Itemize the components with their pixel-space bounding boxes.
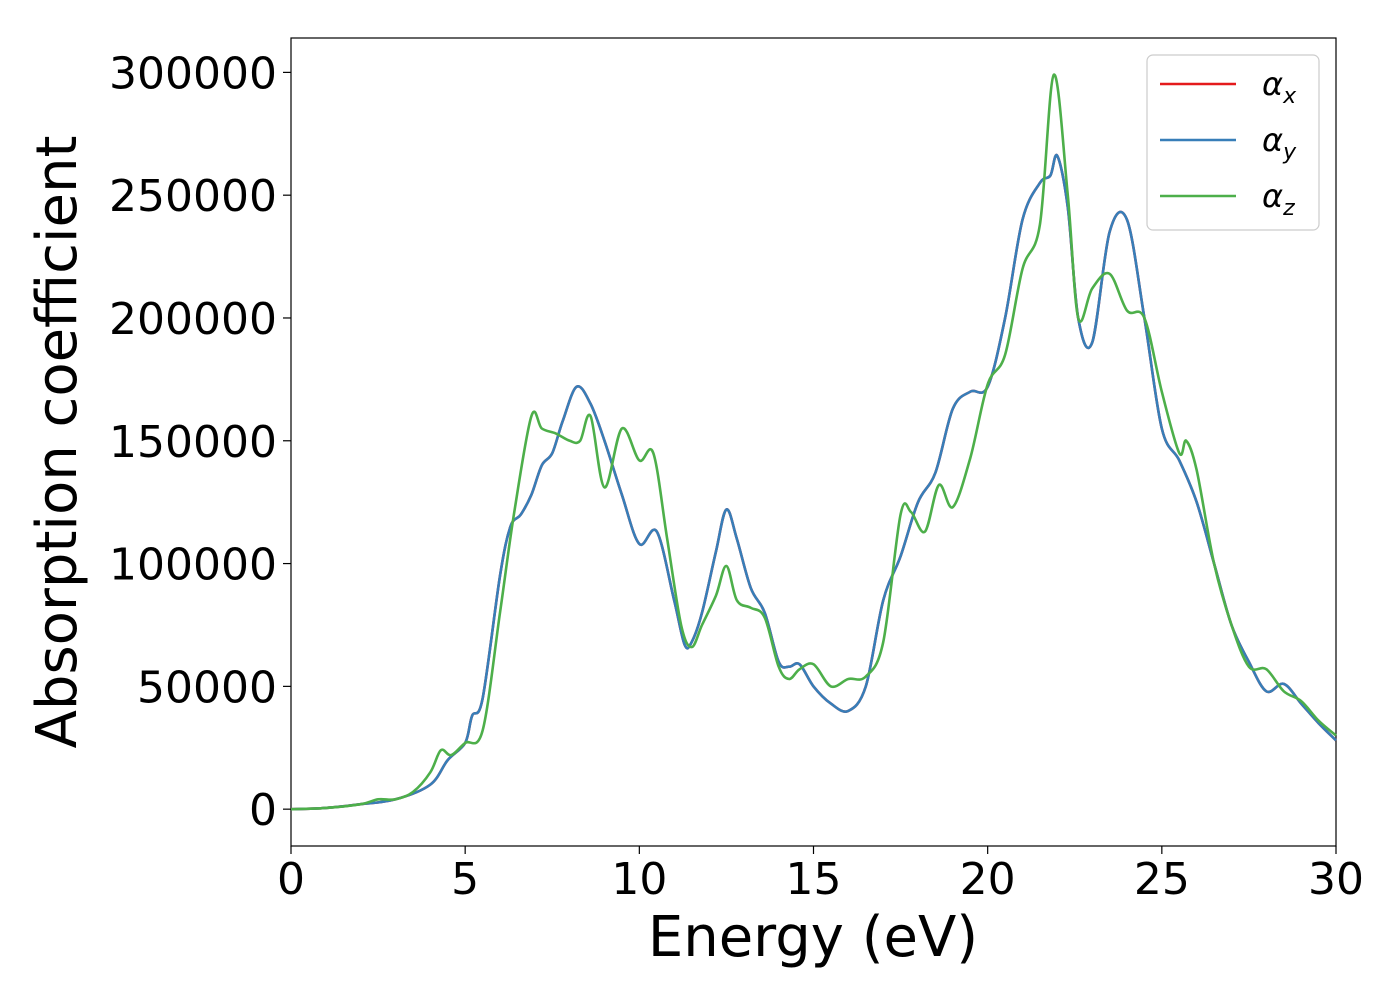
legend-box	[1146, 54, 1320, 231]
series-line-z	[290, 73, 1337, 811]
x-axis-title: Energy (eV)	[648, 905, 978, 970]
x-tick-label: 30	[1308, 854, 1364, 905]
y-tick-label: 250000	[109, 171, 277, 222]
y-tick-label: 0	[249, 785, 277, 836]
y-tick-label: 150000	[109, 417, 277, 468]
series-lines	[290, 73, 1337, 811]
series-line-y	[290, 153, 1337, 811]
x-tick-label: 10	[611, 854, 667, 905]
y-tick-label: 50000	[137, 662, 277, 713]
x-tick-label: 20	[960, 854, 1016, 905]
y-tick-label: 200000	[109, 294, 277, 345]
y-tick-label: 100000	[109, 540, 277, 591]
x-tick-label: 0	[277, 854, 305, 905]
legend-label-z: αz	[1262, 177, 1295, 221]
y-tick-label: 300000	[109, 48, 277, 99]
legend-label-x: αx	[1262, 65, 1297, 109]
series-line-x	[290, 153, 1337, 811]
legend-label-y: αy	[1262, 121, 1297, 165]
x-axis-ticks: 0 5 10 15 20 25 30	[277, 846, 1364, 905]
x-tick-label: 25	[1134, 854, 1190, 905]
x-tick-label: 15	[786, 854, 842, 905]
legend: αx αy αz	[1146, 54, 1320, 231]
x-tick-label: 5	[451, 854, 479, 905]
y-axis-ticks: 0 50000 100000 150000 200000 250000 300000	[109, 48, 291, 836]
y-axis-title: Absorption coefficient	[25, 136, 90, 749]
